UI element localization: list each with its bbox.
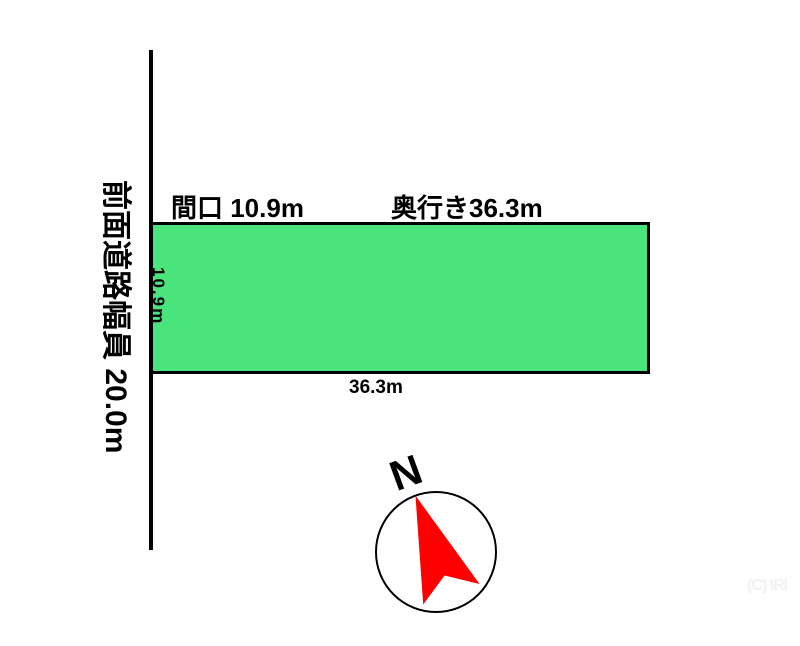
land-plot-diagram: { "diagram": { "road": { "width_label": … [99, 50, 789, 613]
frontage-label: 間口 10.9m [171, 193, 304, 223]
front-road-line [149, 50, 153, 550]
north-label: N [383, 445, 429, 500]
north-arrow-polygon [415, 495, 480, 605]
north-arrow-svg [415, 495, 480, 605]
depth-dimension-bottom: 36.3m [349, 377, 403, 398]
frontage-dimension-side: 10.9m [149, 267, 168, 326]
depth-label: 奥行き36.3m [391, 193, 543, 223]
copyright-text: (C) IRI [747, 577, 788, 594]
north-arrow-icon [346, 462, 525, 641]
land-plot-rect [153, 222, 650, 374]
road-width-label: 前面道路幅員 20.0m [99, 180, 132, 454]
